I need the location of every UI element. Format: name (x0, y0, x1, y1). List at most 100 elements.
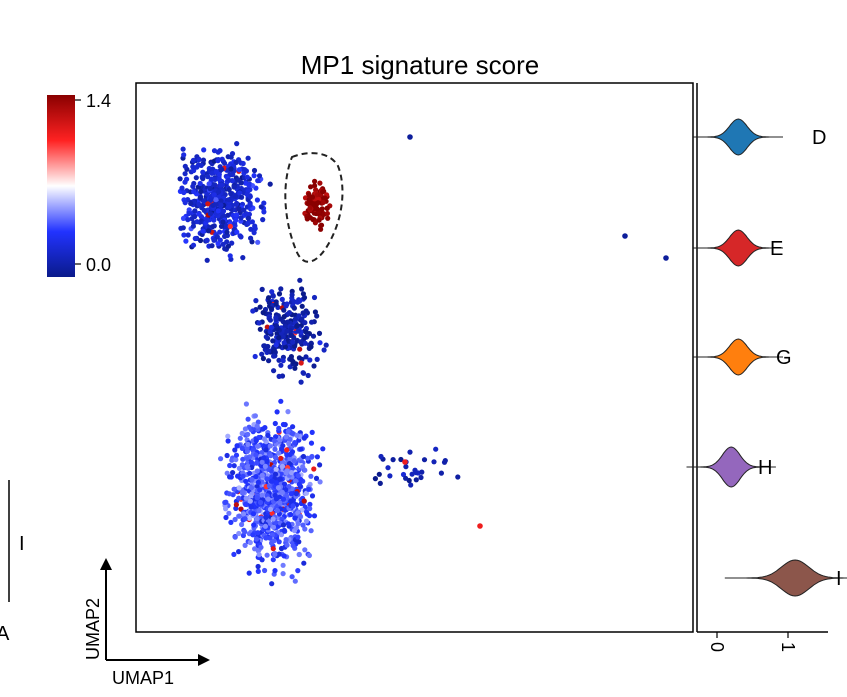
scatter-point (215, 241, 221, 247)
scatter-point (192, 235, 198, 242)
scatter-point (260, 217, 266, 223)
scatter-point (377, 480, 383, 486)
scatter-point (255, 239, 261, 245)
scatter-point (218, 456, 224, 462)
scatter-point (407, 134, 413, 140)
scatter-point (311, 294, 318, 301)
scatter-point (279, 489, 285, 495)
scatter-point (311, 363, 317, 369)
scatter-point (278, 362, 284, 368)
scatter-point (227, 462, 233, 469)
scatter-point (266, 295, 272, 301)
highlight-outline (284, 152, 344, 263)
scatter-point (303, 354, 309, 360)
scatter-point (228, 191, 234, 197)
scatter-point (301, 498, 307, 504)
scatter-point (260, 310, 266, 316)
scatter-point (296, 355, 302, 361)
scatter-point (314, 206, 320, 212)
scatter-point (309, 194, 316, 200)
scatter-point (288, 470, 295, 476)
scatter-point (225, 433, 231, 439)
scatter-point (275, 485, 281, 491)
scatter-point (236, 530, 242, 537)
scatter-point (280, 496, 287, 502)
scatter-point (182, 171, 188, 177)
scatter-point (248, 485, 255, 491)
scatter-point (236, 465, 242, 471)
scatter-point (205, 174, 211, 180)
scatter-point (204, 217, 211, 223)
scatter-point (314, 454, 320, 460)
scatter-point (281, 307, 287, 313)
scatter-point (403, 475, 409, 481)
scatter-point (204, 257, 210, 263)
scatter-point (249, 477, 255, 483)
scatter-point (269, 581, 275, 587)
scatter-point (240, 160, 246, 167)
scatter-point (300, 310, 306, 316)
scatter-point (204, 191, 210, 197)
scatter-point (307, 205, 313, 211)
scatter-point (273, 342, 279, 348)
scatter-point (307, 501, 313, 507)
scatter-point (183, 238, 189, 244)
scatter-point (180, 225, 186, 231)
violin-tick-label-1: 1 (778, 642, 798, 652)
scatter-point (245, 215, 251, 221)
scatter-point (281, 340, 287, 346)
scatter-point (283, 303, 289, 309)
scatter-point (251, 522, 257, 528)
scatter-point (209, 243, 215, 249)
scatter-point (407, 449, 413, 455)
scatter-point (207, 186, 213, 192)
scatter-point (224, 239, 230, 245)
scatter-point (250, 511, 257, 517)
scatter-point (306, 552, 312, 559)
scatter-point (248, 226, 254, 232)
violin-I (724, 559, 847, 597)
scatter-point (270, 546, 276, 552)
scatter-point (270, 557, 276, 563)
scatter-point (231, 463, 237, 469)
scatter-point (262, 567, 268, 574)
scatter-point (378, 453, 384, 460)
scatter-point (261, 436, 267, 442)
scatter-point (302, 547, 308, 553)
scatter-point (292, 316, 298, 322)
scatter-point (209, 170, 215, 176)
violin-label-I: I (836, 568, 842, 590)
scatter-point (224, 470, 230, 476)
scatter-point (285, 428, 291, 435)
scatter-point (316, 217, 322, 223)
scatter-point (253, 452, 259, 458)
scatter-point (291, 458, 297, 464)
scatter-point (198, 162, 204, 168)
scatter-point (251, 230, 257, 236)
scatter-point (320, 446, 326, 452)
scatter-point (269, 289, 275, 295)
scatter-point (290, 339, 296, 345)
scatter-point (293, 525, 299, 531)
scatter-point (301, 370, 307, 376)
scatter-point (262, 425, 268, 431)
scatter-point (292, 343, 298, 349)
scatter-point (198, 189, 204, 195)
scatter-point (263, 514, 269, 521)
scatter-point (257, 304, 263, 310)
scatter-point (182, 200, 188, 206)
scatter-point (196, 157, 202, 163)
colorbar-max-label: 1.4 (86, 91, 111, 111)
scatter-point (302, 320, 308, 326)
scatter-point (289, 574, 295, 580)
scatter-point (295, 328, 301, 334)
scatter-point (245, 416, 251, 422)
scatter-point (295, 299, 301, 305)
scatter-point (236, 513, 243, 519)
scatter-point (286, 461, 293, 467)
scatter-point (276, 335, 282, 341)
scatter-point (182, 163, 188, 169)
scatter-point (276, 539, 282, 545)
scatter-point (185, 232, 191, 238)
scatter-point (227, 223, 233, 229)
